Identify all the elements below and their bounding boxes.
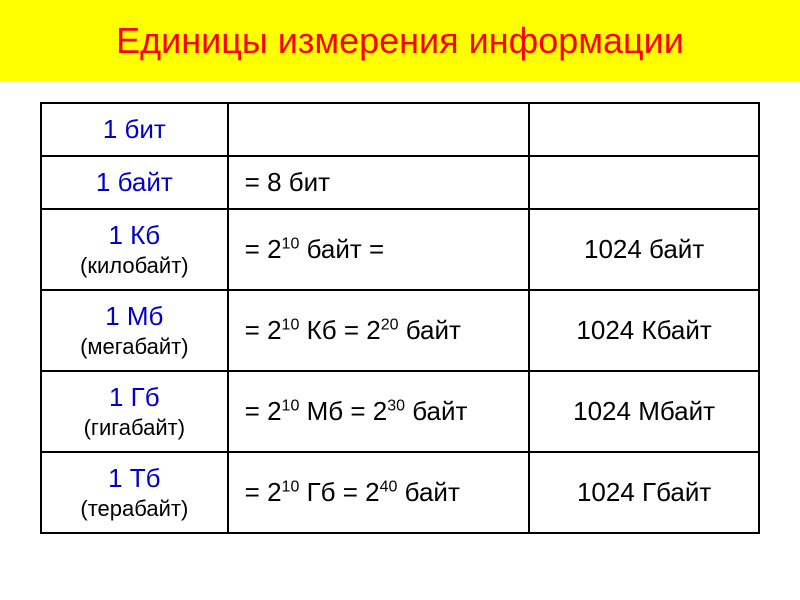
formula-cell bbox=[228, 103, 530, 156]
unit-cell: 1 Кб (килобайт) bbox=[41, 209, 228, 290]
value-cell: 1024 Гбайт bbox=[529, 452, 759, 533]
unit-cell: 1 Гб (гигабайт) bbox=[41, 371, 228, 452]
value-cell bbox=[529, 103, 759, 156]
formula-cell: = 210 Мб = 230 байт bbox=[228, 371, 530, 452]
value-cell: 1024 байт bbox=[529, 209, 759, 290]
table-row: 1 бит bbox=[41, 103, 759, 156]
table-row: 1 байт = 8 бит bbox=[41, 156, 759, 209]
table-row: 1 Мб (мегабайт) = 210 Кб = 220 байт 1024… bbox=[41, 290, 759, 371]
unit-label: 1 Кб bbox=[108, 220, 160, 250]
formula-cell: = 210 Кб = 220 байт bbox=[228, 290, 530, 371]
formula-cell: = 210 байт = bbox=[228, 209, 530, 290]
unit-label: 1 Тб bbox=[108, 463, 160, 493]
value-cell bbox=[529, 156, 759, 209]
table-row: 1 Гб (гигабайт) = 210 Мб = 230 байт 1024… bbox=[41, 371, 759, 452]
unit-sublabel: (гигабайт) bbox=[58, 415, 211, 441]
value-cell: 1024 Кбайт bbox=[529, 290, 759, 371]
formula-cell: = 210 Гб = 240 байт bbox=[228, 452, 530, 533]
unit-label: 1 Мб bbox=[105, 301, 163, 331]
value-cell: 1024 Мбайт bbox=[529, 371, 759, 452]
unit-cell: 1 бит bbox=[41, 103, 228, 156]
formula-cell: = 8 бит bbox=[228, 156, 530, 209]
units-table: 1 бит 1 байт = 8 бит 1 Кб (килобайт) = 2… bbox=[40, 102, 760, 534]
units-table-container: 1 бит 1 байт = 8 бит 1 Кб (килобайт) = 2… bbox=[0, 82, 800, 534]
unit-sublabel: (терабайт) bbox=[58, 496, 211, 522]
unit-label: 1 Гб bbox=[109, 382, 160, 412]
table-row: 1 Тб (терабайт) = 210 Гб = 240 байт 1024… bbox=[41, 452, 759, 533]
unit-label: 1 байт bbox=[96, 167, 173, 197]
unit-label: 1 бит bbox=[103, 114, 166, 144]
units-table-body: 1 бит 1 байт = 8 бит 1 Кб (килобайт) = 2… bbox=[41, 103, 759, 533]
title-bar: Единицы измерения информации bbox=[0, 0, 800, 82]
unit-sublabel: (мегабайт) bbox=[58, 334, 211, 360]
unit-cell: 1 Мб (мегабайт) bbox=[41, 290, 228, 371]
unit-cell: 1 Тб (терабайт) bbox=[41, 452, 228, 533]
table-row: 1 Кб (килобайт) = 210 байт = 1024 байт bbox=[41, 209, 759, 290]
page-title: Единицы измерения информации bbox=[2, 20, 798, 62]
unit-sublabel: (килобайт) bbox=[58, 253, 211, 279]
unit-cell: 1 байт bbox=[41, 156, 228, 209]
